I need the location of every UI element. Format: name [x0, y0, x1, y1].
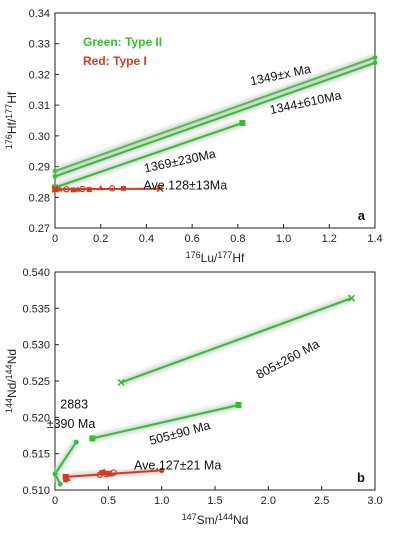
panel-b: 0 0.5 1.0 1.5 2.0 2.5 3.0 0.510 0.515 0.520 0.525 0… — [4, 267, 383, 527]
data-point — [101, 468, 108, 474]
x-marker — [117, 378, 125, 387]
panel-letter: b — [357, 470, 365, 485]
point-marker — [73, 439, 79, 445]
y-axis-title: 176Hf/177Hf — [4, 91, 19, 149]
panel-letter: a — [358, 208, 366, 223]
series-line-red — [65, 469, 162, 478]
data-point — [56, 185, 63, 192]
square-marker — [239, 119, 246, 126]
y-tick-label: 0.29 — [29, 162, 50, 174]
data-point — [52, 187, 58, 193]
panel-a: 0 0.2 0.4 0.6 0.8 1.0 1.2 1.4 0.27 0.28 0.29 0.30 0.… — [4, 8, 383, 265]
point-marker — [372, 55, 378, 60]
legend-entry-green: Green: Type II — [83, 35, 162, 49]
annotation-label: 805±260 Ma — [254, 337, 322, 382]
x-tick-label: 0 — [52, 233, 58, 245]
x-tick-label: 1.0 — [154, 495, 169, 507]
data-point — [70, 187, 76, 193]
annotation-label: ±390 Ma — [47, 417, 96, 431]
data-point — [86, 187, 92, 193]
y-tick-label: 0.535 — [22, 303, 50, 315]
x-tick-label: 2.5 — [314, 495, 329, 507]
data-point — [108, 185, 116, 192]
legend-entry-red: Red: Type I — [83, 54, 147, 68]
x-axis-title: 176Lu/177Hf — [186, 250, 245, 265]
y-tick-label: 0.515 — [22, 449, 50, 461]
y-tick-label: 0.32 — [29, 69, 50, 81]
y-tick-label: 0.27 — [29, 223, 50, 235]
x-tick-label: 0.5 — [101, 495, 116, 507]
series-line-green — [120, 297, 352, 384]
series-line-green — [54, 441, 78, 475]
x-marker — [347, 294, 356, 302]
y-tick-label: 0.31 — [29, 100, 50, 112]
circle-marker — [159, 467, 165, 473]
point-marker — [52, 168, 58, 174]
data-point — [79, 185, 86, 193]
x-tick-label: 0.2 — [93, 233, 108, 245]
x-tick-label: 0.8 — [230, 233, 245, 245]
annotation-label: Ave.128±13Ma — [143, 179, 227, 193]
data-point — [97, 184, 104, 191]
x-tick-label: 0.6 — [184, 233, 199, 245]
square-marker — [235, 401, 242, 408]
y-tick-label: 0.530 — [22, 340, 50, 352]
y-tick-label: 0.510 — [22, 485, 50, 497]
x-tick-label: 2.0 — [261, 495, 276, 507]
x-tick-label: 1.5 — [207, 495, 222, 507]
point-marker — [372, 60, 378, 66]
data-point — [110, 469, 117, 476]
series-line-green — [54, 61, 376, 178]
annotation-label: 2883 — [60, 398, 88, 412]
series-line-green — [54, 122, 243, 189]
point-marker — [52, 174, 58, 179]
square-marker — [89, 435, 96, 442]
series-line-green — [92, 404, 239, 440]
y-tick-label: 0.34 — [29, 8, 50, 20]
square-marker — [62, 473, 69, 480]
y-tick-label: 0.525 — [22, 376, 50, 388]
series-line-green — [54, 56, 376, 173]
x-tick-label: 1.2 — [322, 233, 337, 245]
data-point — [64, 475, 71, 481]
data-point — [63, 186, 70, 193]
x-tick-label: 0 — [52, 495, 58, 507]
y-tick-label: 0.33 — [29, 39, 50, 51]
data-point — [121, 185, 127, 191]
x-marker — [156, 185, 164, 193]
annotation-label: Ave.127±21 Ma — [134, 459, 221, 473]
x-axis-title: 147Sm/144Nd — [182, 512, 249, 527]
y-tick-label: 0.30 — [29, 131, 50, 143]
x-tick-label: 0.4 — [139, 233, 154, 245]
plot-frame — [54, 12, 376, 229]
x-tick-label: 1.4 — [367, 233, 382, 245]
y-axis-title: 144Nd/144Nd — [4, 349, 19, 413]
point-marker — [52, 471, 58, 477]
point-marker — [57, 481, 63, 487]
data-point — [105, 470, 111, 476]
data-point — [74, 186, 81, 192]
x-tick-label: 1.0 — [276, 233, 291, 245]
y-tick-label: 0.28 — [29, 192, 50, 204]
y-tick-label: 0.540 — [22, 267, 50, 279]
x-tick-label: 3.0 — [367, 495, 382, 507]
y-tick-label: 0.520 — [22, 412, 50, 424]
